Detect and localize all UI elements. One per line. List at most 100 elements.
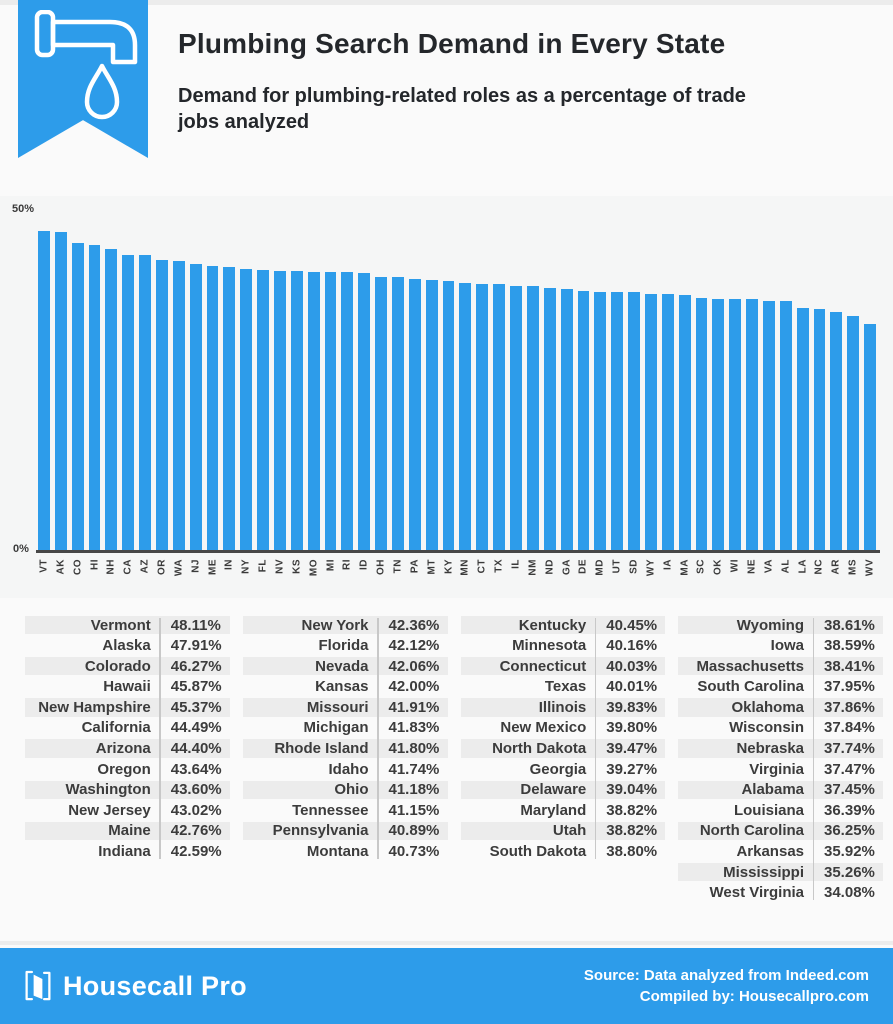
state-name-cell: Ohio bbox=[334, 781, 369, 799]
state-value-cell: 40.45% bbox=[606, 616, 658, 634]
table-row: Montana 40.73% bbox=[243, 842, 448, 860]
state-value-cell: 44.49% bbox=[170, 719, 222, 737]
x-axis-label: AK bbox=[55, 559, 67, 575]
table-row: Iowa 38.59% bbox=[678, 637, 883, 655]
state-name-cell: West Virginia bbox=[709, 884, 804, 902]
bar-MD: MD bbox=[594, 218, 607, 576]
table-row: Maryland 38.82% bbox=[461, 801, 666, 819]
bar-rect bbox=[425, 279, 438, 550]
compiled-line: Compiled by: Housecallpro.com bbox=[639, 988, 869, 1005]
bar-KS: KS bbox=[290, 218, 303, 574]
bar-rect bbox=[189, 264, 202, 550]
state-value-cell: 38.82% bbox=[606, 801, 658, 819]
bar-rect bbox=[560, 289, 573, 550]
state-value-cell: 38.41% bbox=[824, 657, 875, 675]
bar-AK: AK bbox=[54, 218, 67, 574]
state-name-cell: New Mexico bbox=[500, 719, 587, 737]
table-column-2: New York 42.36% Florida 42.12% Nevada 42.06% K… bbox=[242, 616, 448, 863]
x-axis-label: OR bbox=[156, 559, 168, 575]
x-axis-label: AR bbox=[830, 559, 842, 575]
state-name-cell: North Dakota bbox=[492, 740, 587, 758]
bar-VT: VT bbox=[38, 218, 50, 573]
header-ribbon bbox=[18, 0, 148, 158]
top-strip bbox=[0, 0, 893, 5]
brand-name: Housecall Pro bbox=[63, 970, 247, 1001]
x-axis-label: MN bbox=[459, 559, 471, 576]
bar-rect bbox=[139, 255, 152, 550]
state-data-table: Vermont 48.11% Alaska 47.91% Colorado 46.27% H… bbox=[25, 616, 883, 904]
state-name-cell: Arkansas bbox=[736, 842, 804, 860]
bar-rect bbox=[156, 260, 168, 550]
bar-rect bbox=[38, 230, 50, 550]
bar-rect bbox=[712, 298, 725, 550]
bar-chart-bars: VT AK CO HI NH CA AZ OR WA NJ ME IN NY FL NV KS MO MI RI ID… bbox=[38, 218, 876, 576]
state-value-cell: 40.16% bbox=[606, 637, 658, 655]
state-value-cell: 41.91% bbox=[388, 698, 440, 716]
bar-HI: HI bbox=[88, 218, 101, 570]
state-name-cell: Oklahoma bbox=[731, 698, 804, 716]
open-book-icon bbox=[25, 970, 51, 1001]
bar-MN: MN bbox=[459, 218, 472, 576]
state-value-cell: 42.76% bbox=[170, 822, 222, 840]
state-value-cell: 35.92% bbox=[824, 842, 875, 860]
table-row: Pennsylvania 40.89% bbox=[242, 821, 448, 840]
source-line: Source: Data analyzed from Indeed.com bbox=[583, 967, 869, 984]
bar-rect bbox=[762, 301, 775, 550]
x-axis-label: NV bbox=[274, 559, 286, 574]
state-name-cell: Arizona bbox=[95, 740, 151, 758]
state-value-cell: 39.04% bbox=[606, 781, 658, 799]
table-row: Missouri 41.91% bbox=[242, 698, 448, 717]
bar-rect bbox=[206, 266, 219, 550]
state-name-cell: Louisiana bbox=[733, 801, 804, 819]
x-axis-label: MI bbox=[325, 559, 337, 572]
bar-rect bbox=[341, 272, 354, 550]
state-value-cell: 41.80% bbox=[388, 740, 440, 758]
bar-rect bbox=[172, 260, 185, 550]
state-value-cell: 39.83% bbox=[606, 698, 658, 716]
x-axis-label: WY bbox=[645, 559, 657, 577]
state-value-cell: 43.60% bbox=[170, 781, 222, 799]
state-value-cell: 42.06% bbox=[388, 657, 440, 675]
table-row: Virginia 37.47% bbox=[678, 760, 883, 778]
state-value-cell: 41.18% bbox=[388, 781, 440, 799]
state-value-cell: 42.59% bbox=[170, 842, 222, 860]
bar-WI: WI bbox=[729, 218, 742, 572]
state-value-cell: 38.59% bbox=[824, 637, 875, 655]
bar-rect bbox=[864, 323, 876, 550]
bar-WY: WY bbox=[644, 218, 657, 576]
brand-logo: Housecall Pro bbox=[24, 970, 247, 1002]
bar-NM: NM bbox=[526, 218, 539, 576]
bar-CT: CT bbox=[476, 218, 489, 573]
bar-rect bbox=[392, 276, 404, 550]
bar-rect bbox=[54, 231, 67, 550]
bar-rect bbox=[459, 283, 472, 550]
x-axis-label: SD bbox=[628, 559, 640, 574]
bar-rect bbox=[307, 271, 320, 550]
bar-GA: GA bbox=[560, 218, 573, 575]
table-row: Kentucky 40.45% bbox=[460, 616, 666, 635]
state-name-cell: Colorado bbox=[84, 657, 151, 675]
bar-SD: SD bbox=[628, 218, 640, 574]
table-row: New York 42.36% bbox=[242, 616, 448, 635]
bar-OR: OR bbox=[156, 218, 168, 575]
bar-CO: CO bbox=[71, 218, 84, 575]
table-row: Minnesota 40.16% bbox=[461, 637, 666, 655]
state-name-cell: Missouri bbox=[306, 698, 369, 716]
state-name-cell: Wisconsin bbox=[729, 719, 804, 737]
x-axis-label: DE bbox=[577, 559, 589, 574]
x-axis-label: PA bbox=[409, 559, 421, 574]
bar-AL: AL bbox=[779, 218, 792, 573]
state-name-cell: Minnesota bbox=[512, 637, 587, 655]
state-value-cell: 40.73% bbox=[388, 842, 440, 860]
state-name-cell: Idaho bbox=[328, 760, 369, 778]
table-row: Rhode Island 41.80% bbox=[242, 739, 448, 758]
table-row: North Carolina 36.25% bbox=[678, 821, 883, 840]
state-value-cell: 38.61% bbox=[824, 616, 875, 634]
x-axis-label: CO bbox=[72, 559, 84, 575]
bar-rect bbox=[122, 254, 135, 550]
state-value-cell: 37.84% bbox=[824, 719, 875, 737]
table-row: West Virginia 34.08% bbox=[678, 884, 883, 902]
table-row: Tennessee 41.15% bbox=[243, 801, 448, 819]
bar-rect bbox=[830, 311, 843, 550]
